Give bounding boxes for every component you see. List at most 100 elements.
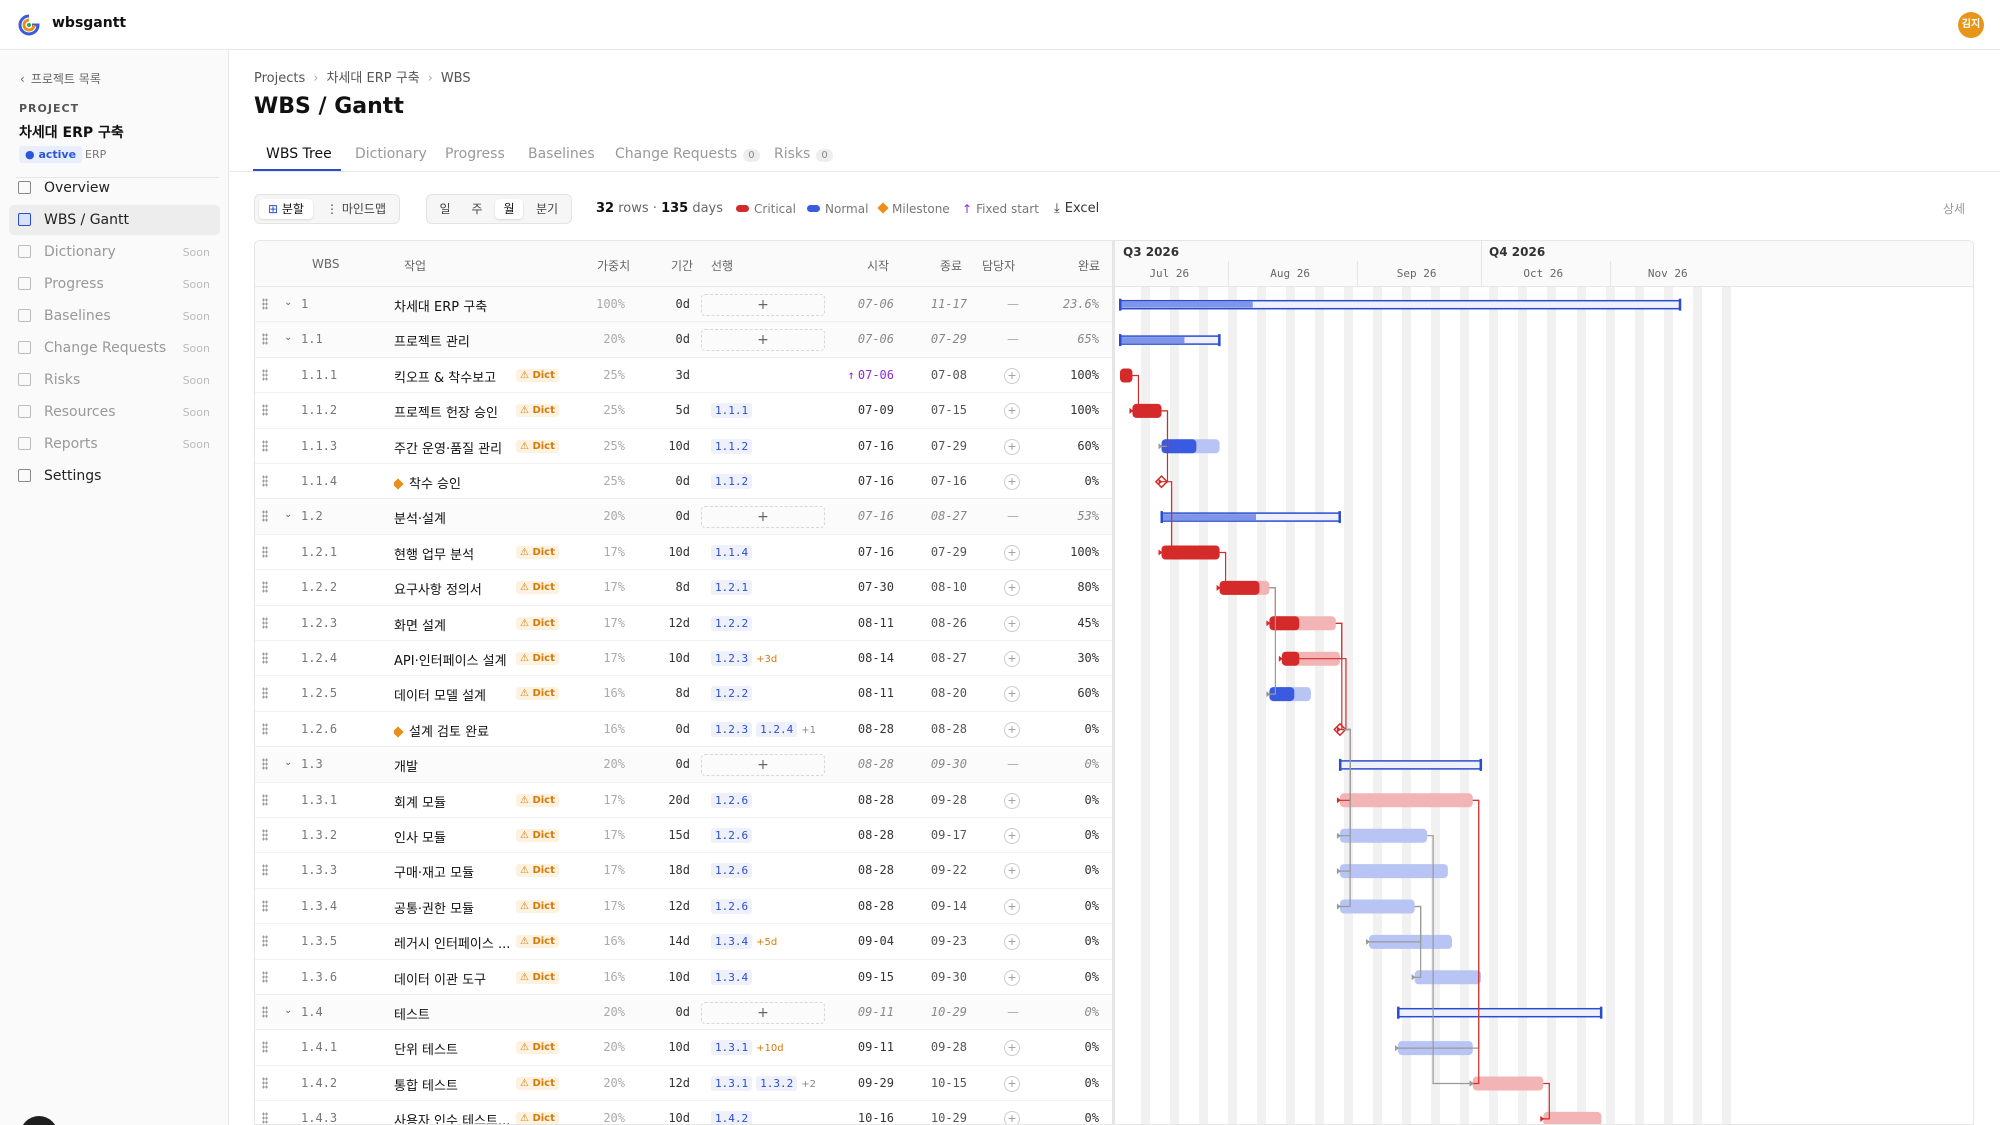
weight-value[interactable]: 17% — [603, 792, 625, 807]
task-name[interactable]: 현행 업무 분석 — [394, 547, 475, 563]
completion-value[interactable]: 0% — [1084, 828, 1099, 842]
completion-value[interactable]: 0% — [1084, 792, 1099, 807]
task-name[interactable]: 공통·권한 모듈 — [394, 901, 475, 917]
sidebar-item-settings[interactable]: Settings — [9, 461, 220, 491]
sidebar-item-wbs-gantt[interactable]: WBS / Gantt — [9, 205, 220, 235]
task-name[interactable]: 주간 운영·품질 관리 — [394, 441, 503, 457]
duration-value[interactable]: 0d — [675, 757, 690, 772]
dict-warning-badge[interactable]: ⚠ Dict — [516, 970, 559, 984]
split-divider[interactable] — [1112, 241, 1115, 1124]
predecessor-list[interactable]: 1.3.4 +5d — [711, 934, 777, 950]
table-row[interactable]: 1.3.2 인사 모듈 ⚠ Dict 17% 15d 1.2.6 08-28 09-17 +0% — [255, 818, 1112, 854]
duration-value[interactable]: 0d — [675, 721, 690, 736]
predecessor-list[interactable]: 1.1.2 — [711, 438, 756, 454]
summary-bar[interactable] — [1339, 760, 1482, 770]
table-row[interactable]: 1.1.4 착수 승인 25% 0d 1.1.2 07-16 07-16 +0% — [255, 464, 1112, 500]
start-date[interactable]: 09-11 — [857, 1040, 894, 1055]
drag-handle-icon[interactable] — [262, 1112, 268, 1124]
duration-value[interactable]: 10d — [668, 438, 690, 453]
drag-handle-icon[interactable] — [262, 475, 268, 487]
scale-week-button[interactable]: 주 — [471, 202, 483, 216]
sidebar-item-reports[interactable]: Reports Soon — [9, 429, 220, 459]
duration-value[interactable]: 20d — [668, 792, 690, 807]
table-row[interactable]: 1.4.1 단위 테스트 ⚠ Dict 20% 10d 1.3.1 +10d 09-11 09-… — [255, 1030, 1112, 1066]
start-date[interactable]: 07-06 — [857, 332, 894, 347]
table-row[interactable]: 1.2.4 API·인터페이스 설계 ⚠ Dict 17% 10d 1.2.3 +3d 08-… — [255, 641, 1112, 677]
dict-warning-badge[interactable]: ⚠ Dict — [516, 864, 559, 878]
end-date[interactable]: 09-22 — [930, 863, 967, 878]
task-name[interactable]: 개발 — [394, 760, 418, 776]
start-date[interactable]: 08-28 — [857, 721, 894, 736]
add-predecessor-button[interactable]: + — [701, 1002, 825, 1024]
start-date[interactable]: ↑ 07-06 — [847, 367, 894, 382]
dict-warning-badge[interactable]: ⚠ Dict — [516, 616, 559, 630]
start-date[interactable]: 07-09 — [857, 403, 894, 418]
table-row[interactable]: 1.1.2 프로젝트 헌장 승인 ⚠ Dict 25% 5d 1.1.1 07-09 07-1… — [255, 393, 1112, 429]
start-date[interactable]: 09-15 — [857, 969, 894, 984]
task-name[interactable]: 사용자 인수 테스트... — [394, 1114, 511, 1125]
completion-value[interactable]: 53% — [1077, 509, 1099, 524]
table-row[interactable]: 1.2.1 현행 업무 분석 ⚠ Dict 17% 10d 1.1.4 07-16 07-29… — [255, 535, 1112, 571]
weight-value[interactable]: 17% — [603, 828, 625, 842]
drag-handle-icon[interactable] — [262, 722, 268, 735]
start-date[interactable]: 07-06 — [857, 297, 894, 311]
task-name[interactable]: 요구사항 정의서 — [394, 583, 482, 599]
drag-handle-icon[interactable] — [262, 652, 268, 664]
chevron-down-icon[interactable]: ⌄ — [284, 757, 293, 769]
predecessor-chip[interactable]: 1.2.6 — [711, 792, 753, 808]
completion-value[interactable]: 0% — [1084, 1111, 1099, 1125]
weight-value[interactable]: 17% — [603, 580, 625, 595]
normal-task-bar[interactable] — [1414, 970, 1482, 985]
duration-value[interactable]: 15d — [668, 828, 690, 842]
assign-owner-button[interactable]: + — [1004, 863, 1020, 880]
assign-owner-button[interactable]: + — [1004, 828, 1020, 844]
chevron-down-icon[interactable]: ⌄ — [284, 332, 293, 344]
scale-day-button[interactable]: 일 — [439, 202, 451, 216]
assign-owner-button[interactable]: + — [1004, 403, 1020, 420]
drag-handle-icon[interactable] — [262, 899, 268, 912]
end-date[interactable]: 10-29 — [930, 1111, 967, 1125]
add-predecessor-button[interactable]: + — [701, 506, 825, 529]
predecessor-chip[interactable]: 1.1.4 — [711, 544, 753, 560]
start-date[interactable]: 08-28 — [857, 757, 894, 772]
predecessor-list[interactable]: 1.3.4 — [711, 969, 756, 985]
scale-month-button[interactable]: 월 — [495, 199, 523, 219]
drag-handle-icon[interactable] — [262, 970, 268, 983]
sidebar-item-change-requests[interactable]: Change Requests Soon — [9, 333, 220, 363]
table-row[interactable]: 1.2.2 요구사항 정의서 ⚠ Dict 17% 8d 1.2.1 07-30 08-10 +… — [255, 570, 1112, 606]
table-row[interactable]: ⌄ 1.1 프로젝트 관리 20% 0d +07-06 07-29 — 65% — [255, 322, 1112, 358]
predecessor-list[interactable]: 1.2.3 +3d — [711, 651, 777, 666]
assign-owner-button[interactable]: + — [1004, 615, 1020, 632]
end-date[interactable]: 08-10 — [930, 580, 967, 595]
start-date[interactable]: 09-11 — [857, 1005, 894, 1019]
tab-change-requests[interactable]: Change Requests 0 — [615, 146, 760, 162]
task-name[interactable]: 데이터 이관 도구 — [394, 972, 486, 988]
col-weight[interactable]: 가중치 — [597, 259, 631, 273]
completion-value[interactable]: 100% — [1070, 544, 1099, 559]
end-date[interactable]: 08-26 — [930, 615, 967, 630]
col-task[interactable]: 작업 — [404, 259, 427, 273]
drag-handle-icon[interactable] — [262, 616, 268, 629]
weight-value[interactable]: 17% — [603, 863, 625, 878]
assign-owner-button[interactable]: + — [1004, 474, 1020, 490]
normal-task-bar[interactable] — [1339, 899, 1415, 914]
completion-value[interactable]: 60% — [1077, 686, 1099, 701]
sidebar-item-resources[interactable]: Resources Soon — [9, 397, 220, 427]
predecessor-list[interactable]: 1.2.1 — [711, 580, 756, 596]
duration-value[interactable]: 8d — [675, 686, 690, 701]
weight-value[interactable]: 16% — [603, 721, 625, 736]
end-date[interactable]: 07-08 — [930, 367, 967, 382]
mindmap-view-button[interactable]: ⋮ 마인드맵 — [326, 202, 386, 216]
table-row[interactable]: 1.3.4 공통·권한 모듈 ⚠ Dict 17% 12d 1.2.6 08-28 09-14… — [255, 889, 1112, 925]
task-name[interactable]: 프로젝트 관리 — [394, 335, 470, 351]
task-name[interactable]: 착수 승인 — [394, 473, 544, 492]
tab-dictionary[interactable]: Dictionary — [355, 146, 427, 162]
table-row[interactable]: 1.2.3 화면 설계 ⚠ Dict 17% 12d 1.2.2 08-11 08-26 +45… — [255, 606, 1112, 641]
assign-owner-button[interactable]: + — [1004, 898, 1020, 915]
predecessor-chip[interactable]: 1.3.2 — [756, 1075, 798, 1091]
predecessor-chip[interactable]: 1.3.4 — [711, 969, 753, 985]
predecessor-chip[interactable]: 1.2.6 — [711, 828, 753, 843]
tab-baselines[interactable]: Baselines — [528, 146, 595, 162]
duration-value[interactable]: 12d — [668, 898, 690, 913]
summary-bar[interactable] — [1397, 1007, 1603, 1018]
